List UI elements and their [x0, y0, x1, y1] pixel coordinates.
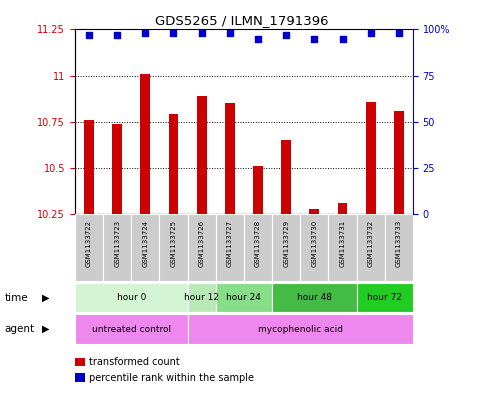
Bar — [131, 214, 159, 281]
Text: ▶: ▶ — [42, 324, 50, 334]
Point — [85, 32, 93, 38]
Text: GSM1133722: GSM1133722 — [86, 220, 92, 266]
Bar — [366, 101, 376, 214]
Text: GSM1133731: GSM1133731 — [340, 220, 345, 267]
Point — [282, 32, 290, 38]
Text: ▶: ▶ — [42, 293, 50, 303]
Point — [254, 35, 262, 42]
Text: GSM1133729: GSM1133729 — [283, 220, 289, 267]
Text: GSM1133723: GSM1133723 — [114, 220, 120, 267]
Bar — [356, 214, 385, 281]
Bar — [272, 283, 356, 312]
Bar — [300, 214, 328, 281]
Text: untreated control: untreated control — [92, 325, 171, 334]
Bar — [356, 283, 413, 312]
Text: GSM1133724: GSM1133724 — [142, 220, 148, 266]
Bar — [187, 214, 216, 281]
Point — [142, 30, 149, 36]
Text: GSM1133733: GSM1133733 — [396, 220, 402, 267]
Bar — [187, 283, 216, 312]
Bar — [75, 283, 187, 312]
Bar — [141, 74, 150, 214]
Bar — [338, 203, 347, 214]
Text: hour 12: hour 12 — [184, 293, 219, 302]
Bar — [394, 111, 404, 214]
Text: hour 72: hour 72 — [367, 293, 402, 302]
Point — [113, 32, 121, 38]
Text: hour 48: hour 48 — [297, 293, 332, 302]
Bar — [244, 214, 272, 281]
Text: GSM1133728: GSM1133728 — [255, 220, 261, 267]
Point — [198, 30, 206, 36]
Bar — [216, 214, 244, 281]
Text: agent: agent — [5, 324, 35, 334]
Bar — [197, 96, 207, 214]
Text: hour 0: hour 0 — [116, 293, 146, 302]
Bar — [328, 214, 356, 281]
Text: GDS5265 / ILMN_1791396: GDS5265 / ILMN_1791396 — [155, 14, 328, 27]
Text: time: time — [5, 293, 28, 303]
Bar — [159, 214, 187, 281]
Bar — [75, 214, 103, 281]
Text: GSM1133730: GSM1133730 — [312, 220, 317, 267]
Point — [170, 30, 177, 36]
Text: percentile rank within the sample: percentile rank within the sample — [89, 373, 255, 383]
Bar — [281, 140, 291, 214]
Bar — [310, 209, 319, 214]
Point — [311, 35, 318, 42]
Bar — [169, 114, 178, 214]
Point — [339, 35, 346, 42]
Text: GSM1133732: GSM1133732 — [368, 220, 374, 267]
Point — [395, 30, 403, 36]
Text: mycophenolic acid: mycophenolic acid — [258, 325, 343, 334]
Bar — [75, 314, 187, 344]
Bar — [216, 283, 272, 312]
Bar — [103, 214, 131, 281]
Bar — [385, 214, 413, 281]
Text: GSM1133727: GSM1133727 — [227, 220, 233, 267]
Bar — [253, 166, 263, 214]
Point — [226, 30, 234, 36]
Bar — [187, 314, 413, 344]
Text: GSM1133726: GSM1133726 — [199, 220, 205, 267]
Bar — [272, 214, 300, 281]
Text: hour 24: hour 24 — [227, 293, 261, 302]
Bar — [225, 103, 235, 214]
Text: GSM1133725: GSM1133725 — [170, 220, 176, 266]
Bar — [84, 120, 94, 214]
Text: transformed count: transformed count — [89, 357, 180, 367]
Point — [367, 30, 375, 36]
Bar — [112, 124, 122, 214]
